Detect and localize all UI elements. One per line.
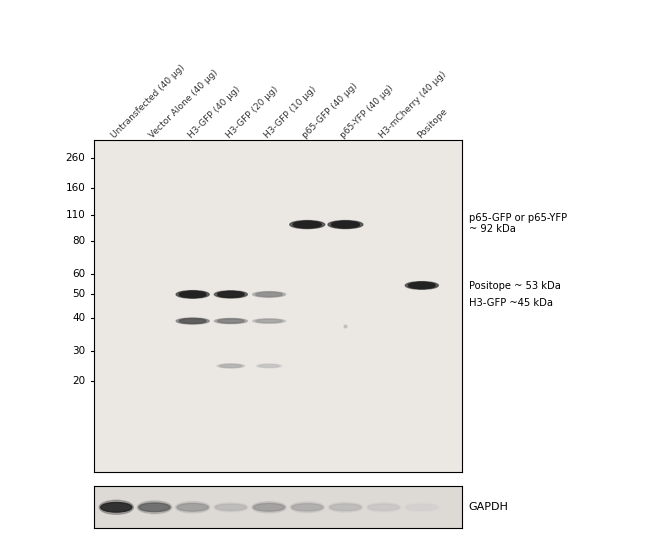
Ellipse shape [328,221,363,229]
Text: 60: 60 [72,269,85,280]
Ellipse shape [218,291,244,297]
Ellipse shape [99,500,133,514]
Ellipse shape [181,319,204,323]
Ellipse shape [256,292,282,297]
Text: H3-GFP (20 μg): H3-GFP (20 μg) [224,84,280,140]
Ellipse shape [408,282,436,288]
Ellipse shape [254,503,285,511]
Ellipse shape [219,319,242,323]
Ellipse shape [252,501,286,513]
Text: p65-YFP (40 μg): p65-YFP (40 μg) [339,83,396,140]
Ellipse shape [219,292,242,297]
Ellipse shape [332,221,359,228]
Ellipse shape [330,504,361,511]
Text: Vector Alone (40 μg): Vector Alone (40 μg) [148,68,220,140]
Ellipse shape [177,503,208,511]
Text: 20: 20 [72,376,85,386]
Ellipse shape [293,221,321,228]
Ellipse shape [218,319,244,323]
Text: 80: 80 [72,236,85,246]
Text: 40: 40 [72,312,85,323]
Ellipse shape [214,291,248,298]
Ellipse shape [179,319,207,324]
Ellipse shape [217,319,245,323]
Ellipse shape [214,503,248,512]
Text: p65-GFP or p65-YFP
~ 92 kDa: p65-GFP or p65-YFP ~ 92 kDa [469,213,567,234]
Ellipse shape [258,364,280,367]
Ellipse shape [139,503,170,511]
Ellipse shape [367,503,401,512]
Ellipse shape [409,282,435,288]
Text: 50: 50 [72,290,85,300]
Ellipse shape [253,292,285,297]
Ellipse shape [406,282,438,289]
Ellipse shape [176,501,210,513]
Ellipse shape [331,221,360,228]
Ellipse shape [181,292,204,297]
Text: p65-GFP (40 μg): p65-GFP (40 μg) [301,81,359,140]
Ellipse shape [215,504,246,510]
Ellipse shape [290,502,324,513]
Text: 30: 30 [72,346,85,356]
Ellipse shape [410,283,434,288]
Text: Untransfected (40 μg): Untransfected (40 μg) [110,63,187,140]
Text: H3-GFP ~45 kDa: H3-GFP ~45 kDa [469,298,552,307]
Ellipse shape [259,364,280,367]
Ellipse shape [176,291,209,298]
Text: H3-GFP (40 μg): H3-GFP (40 μg) [187,84,242,140]
Ellipse shape [257,292,281,296]
Text: H3-mCherry (40 μg): H3-mCherry (40 μg) [377,69,448,140]
Ellipse shape [179,319,206,324]
Ellipse shape [333,222,358,228]
Ellipse shape [137,501,172,514]
Ellipse shape [179,291,206,297]
Text: H3-GFP (10 μg): H3-GFP (10 μg) [263,84,318,140]
Ellipse shape [256,319,282,323]
Ellipse shape [328,502,363,512]
Ellipse shape [257,320,281,323]
Text: 260: 260 [65,153,85,163]
Text: Positope: Positope [415,106,449,140]
Ellipse shape [214,319,248,324]
Text: GAPDH: GAPDH [469,503,509,512]
Ellipse shape [255,319,283,323]
Ellipse shape [295,222,319,228]
Ellipse shape [179,291,207,297]
Text: Positope ~ 53 kDa: Positope ~ 53 kDa [469,281,561,291]
Ellipse shape [219,364,242,368]
Ellipse shape [292,221,322,228]
Text: 160: 160 [65,183,85,193]
Ellipse shape [220,364,242,368]
Text: 110: 110 [65,210,85,220]
Ellipse shape [255,292,283,297]
Ellipse shape [217,364,244,368]
Ellipse shape [176,318,209,324]
Ellipse shape [405,503,439,511]
Ellipse shape [290,221,325,229]
Ellipse shape [217,291,245,297]
Ellipse shape [292,504,323,511]
Ellipse shape [260,364,278,367]
Ellipse shape [221,364,240,367]
Ellipse shape [406,504,437,510]
Ellipse shape [253,319,285,323]
Ellipse shape [101,503,132,512]
Ellipse shape [368,504,399,510]
Ellipse shape [256,364,282,368]
